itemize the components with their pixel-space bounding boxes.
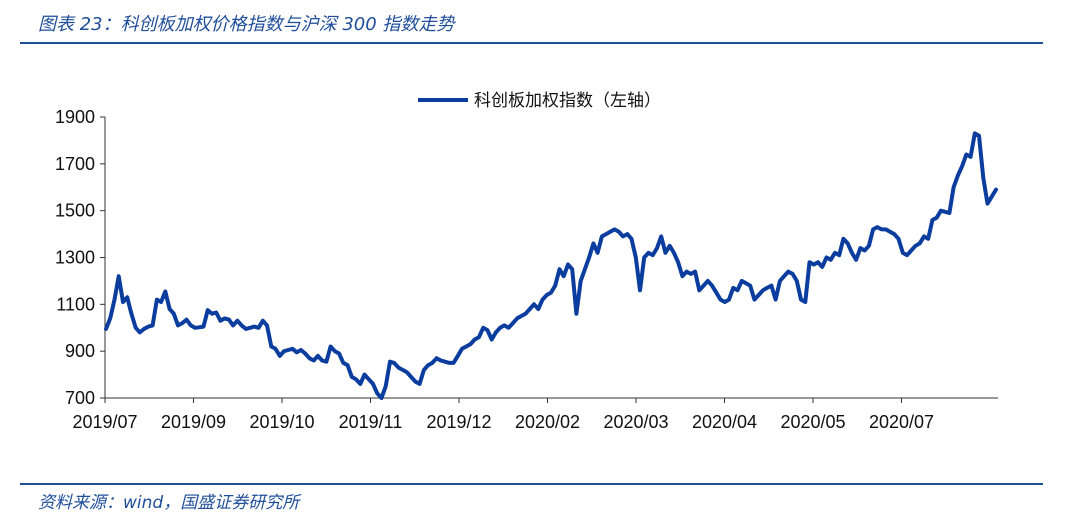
footer-divider [20,483,1043,485]
y-tick-label: 1900 [55,107,95,127]
y-tick-label: 700 [65,388,95,408]
y-tick-label: 1100 [56,294,95,314]
source-note: 资料来源：wind，国盛证券研究所 [38,493,300,513]
x-tick-label: 2019/07 [72,412,137,432]
series-line-star-market-index [104,131,998,400]
header-divider [20,42,1043,44]
x-tick-label: 2020/03 [603,412,668,432]
x-tick-label: 2019/12 [426,412,491,432]
y-tick-label: 1300 [55,248,95,268]
x-tick-label: 2020/07 [869,412,934,432]
x-tick-label: 2020/04 [692,412,757,432]
x-tick-label: 2019/10 [249,412,314,432]
figure-caption: 图表 23：科创板加权价格指数与沪深 300 指数走势 [38,14,455,35]
chart-legend: 科创板加权指数（左轴） [418,91,661,111]
x-tick-label: 2019/09 [161,412,226,432]
y-tick-label: 900 [65,341,95,361]
legend-label: 科创板加权指数（左轴） [474,91,661,111]
y-tick-label: 1500 [55,201,95,221]
x-tick-label: 2020/05 [780,412,845,432]
x-tick-label: 2020/02 [515,412,580,432]
y-tick-label: 1700 [55,154,95,174]
x-tick-label: 2019/11 [339,412,403,432]
